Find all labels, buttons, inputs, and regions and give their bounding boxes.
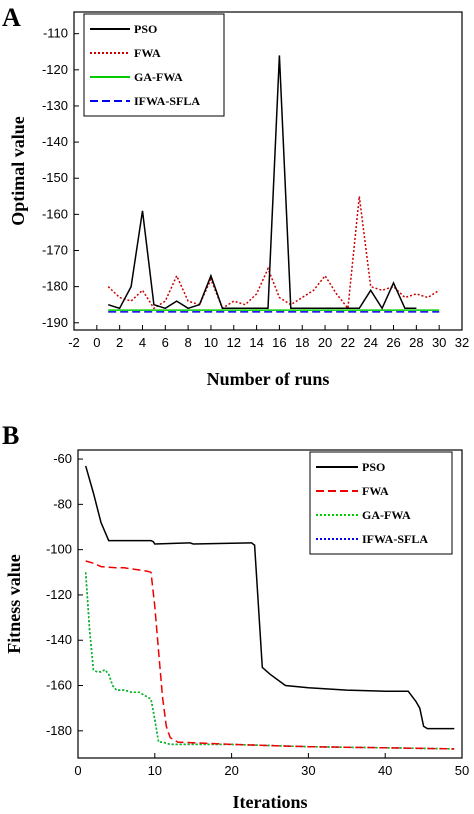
panel-b-y-tick-label: -140: [46, 632, 72, 647]
panel-a-x-tick-label: 28: [409, 335, 423, 350]
panel-b-x-tick-label: 50: [455, 763, 469, 778]
panel-b-plot-frame: [77, 449, 463, 759]
panel-b-legend-label: FWA: [362, 484, 389, 498]
panel-a-x-tick-label: 20: [318, 335, 332, 350]
panel-a-x-tick-label: 26: [386, 335, 400, 350]
panel-a-y-tick-label: -140: [42, 134, 68, 149]
panel-b-x-axis-title: Iterations: [233, 792, 308, 812]
panel-a-legend-label: PSO: [134, 22, 157, 36]
panel-b-series-group: [84, 465, 455, 750]
panel-a-series-fwa-line: [107, 196, 440, 311]
panel-a-series-pso-line: [107, 55, 417, 310]
panel-a-y-tick-label: -170: [42, 243, 68, 258]
panel-a-y-tick-label: -120: [42, 62, 68, 77]
panel-a-legend-label: IFWA-SFLA: [134, 94, 200, 108]
panel-a-x-tick-label: 10: [204, 335, 218, 350]
panel-a-legend-label: GA-FWA: [134, 70, 183, 84]
panel-a-x-axis-title: Number of runs: [207, 369, 330, 389]
panel-b-legend-label: GA-FWA: [362, 508, 411, 522]
panel-b-y-tick-label: -160: [46, 678, 72, 693]
panel-a-y-tick-label: -160: [42, 206, 68, 221]
panel-b-x-tick-label: 20: [224, 763, 238, 778]
panel-b-letter: B: [2, 421, 19, 450]
panel-a-x-tick-label: 32: [455, 335, 469, 350]
panel-a-x-tick-label: 18: [295, 335, 309, 350]
panel-b-y-axis-title: Fitness value: [4, 554, 24, 654]
panel-b-series-pso-line: [84, 465, 455, 730]
panel-b-series-ga-fwa-line: [84, 572, 455, 750]
panel-a-legend-label: FWA: [134, 46, 161, 60]
panel-a-plot-frame: [73, 11, 463, 331]
panel-a-x-tick-label: 14: [249, 335, 263, 350]
panel-b-y-tick-label: -100: [46, 542, 72, 557]
panel-a-x-tick-label: 12: [227, 335, 241, 350]
panel-a-y-tick-label: -190: [42, 315, 68, 330]
panel-a-x-tick-label: 24: [363, 335, 377, 350]
panel-a-x-tick-label: 16: [272, 335, 286, 350]
panel-a-x-tick-label: 6: [162, 335, 169, 350]
panel-b-y-tick-label: -120: [46, 587, 72, 602]
panel-b-x-tick-label: 40: [378, 763, 392, 778]
panel-a-x-tick-label: -2: [68, 335, 80, 350]
panel-a-chart: -2 0 2 4 6 8 10 12 14 16 18 20 22 24 26 28 30 32-190-180-…: [8, 11, 469, 389]
panel-a-x-tick-label: 30: [432, 335, 446, 350]
panel-b-x-tick-label: 0: [74, 763, 81, 778]
panel-a-y-tick-label: -150: [42, 170, 68, 185]
panel-b-y-tick-label: -60: [53, 451, 72, 466]
panel-b-x-tick-label: 30: [301, 763, 315, 778]
panel-b-x-tick-label: 10: [148, 763, 162, 778]
panel-a-letter: A: [2, 3, 21, 32]
panel-a-y-tick-label: -130: [42, 98, 68, 113]
panel-b-legend-box: [309, 451, 453, 555]
panel-b-series-fwa-line: [85, 560, 455, 750]
panel-a-y-axis-title: Optimal value: [8, 116, 28, 226]
panel-a-x-tick-label: 0: [93, 335, 100, 350]
panel-b-y-tick-label: -180: [46, 723, 72, 738]
panel-a-x-tick-label: 4: [139, 335, 146, 350]
panel-a-x-tick-label: 8: [185, 335, 192, 350]
panel-b-chart: 0 10 20 30 40 50 -60 -80 -100 -120 -140 -160 -180 Ite…: [4, 449, 469, 812]
panel-b-legend-label: PSO: [362, 460, 385, 474]
panel-b-legend-label: IFWA-SFLA: [362, 532, 428, 546]
panel-b-y-tick-label: -80: [53, 496, 72, 511]
panel-a-y-tick-label: -180: [42, 279, 68, 294]
panel-a-legend-box: [83, 13, 225, 117]
panel-a-y-tick-label: -110: [43, 26, 68, 41]
panel-a-series-group: [107, 55, 440, 313]
panel-a-x-tick-label: 22: [341, 335, 355, 350]
panel-a-x-tick-label: 2: [116, 335, 123, 350]
